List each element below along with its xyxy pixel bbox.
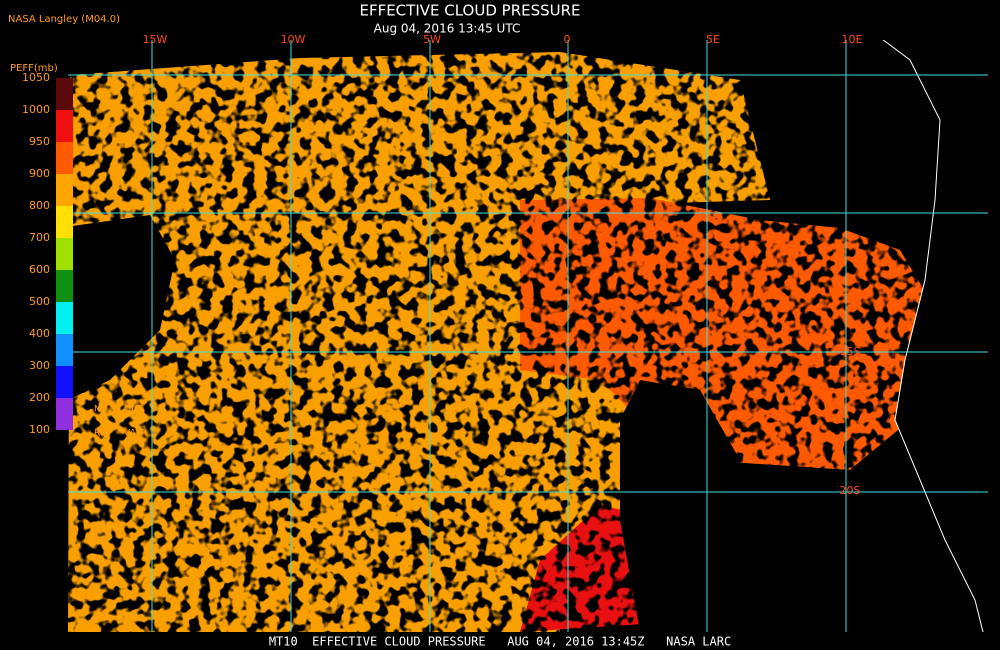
longitude-label: 15W bbox=[143, 33, 168, 46]
colorbar-label: 700 bbox=[29, 231, 50, 244]
colorbar-label: 950 bbox=[29, 135, 50, 148]
colorbar-segment bbox=[56, 174, 73, 206]
longitude-label: 10W bbox=[281, 33, 306, 46]
out-label: OUT bbox=[124, 405, 144, 415]
colorbar-label: 300 bbox=[29, 359, 50, 372]
colorbar-label: 500 bbox=[29, 295, 50, 308]
cloud-texture bbox=[68, 40, 988, 632]
colorbar-segment bbox=[56, 206, 73, 238]
colorbar-label: 1000 bbox=[22, 103, 50, 116]
colorbar-label: 800 bbox=[29, 199, 50, 212]
valr-label: VALR bbox=[124, 429, 147, 439]
colorbar-segment bbox=[56, 238, 73, 270]
graticule bbox=[68, 40, 988, 632]
source-label: NASA Langley (M04.0) bbox=[8, 14, 120, 25]
subtitle: Aug 04, 2016 13:45 UTC bbox=[374, 22, 521, 36]
longitude-label: 5W bbox=[423, 33, 441, 46]
colorbar-segment bbox=[56, 334, 73, 366]
no-label: NO bbox=[94, 405, 108, 415]
colorbar-label: 900 bbox=[29, 167, 50, 180]
footer-bar bbox=[0, 634, 1000, 650]
colorbar-segment bbox=[56, 78, 73, 110]
colorbar-segment bbox=[56, 142, 73, 174]
land bbox=[860, 40, 988, 632]
latitude-label: 15S bbox=[840, 345, 861, 358]
longitude-label: 0 bbox=[564, 33, 571, 46]
colorbar-segment bbox=[56, 366, 73, 398]
colorbar-label: 600 bbox=[29, 263, 50, 276]
colorbar-title: PEFF(mb) bbox=[10, 63, 58, 74]
coastline bbox=[882, 40, 984, 632]
title: EFFECTIVE CLOUD PRESSURE bbox=[359, 2, 580, 20]
colorbar-label: 1050 bbox=[22, 71, 50, 84]
colorbar-label: 200 bbox=[29, 391, 50, 404]
colorbar-label: 400 bbox=[29, 327, 50, 340]
longitude-label: 10E bbox=[842, 33, 863, 46]
colorbar-label: 100 bbox=[29, 423, 50, 436]
longitude-label: 5E bbox=[706, 33, 720, 46]
colorbar-segment bbox=[56, 270, 73, 302]
cloud-imagery bbox=[68, 40, 988, 632]
footer: MT10 EFFECTIVE CLOUD PRESSURE AUG 04, 20… bbox=[269, 635, 731, 649]
ret-label: RET bbox=[94, 429, 112, 439]
colorbar-segment bbox=[56, 398, 73, 430]
colorbar-segment bbox=[56, 302, 73, 334]
colorbar-segment bbox=[56, 110, 73, 142]
latitude-label: 20S bbox=[840, 484, 861, 497]
